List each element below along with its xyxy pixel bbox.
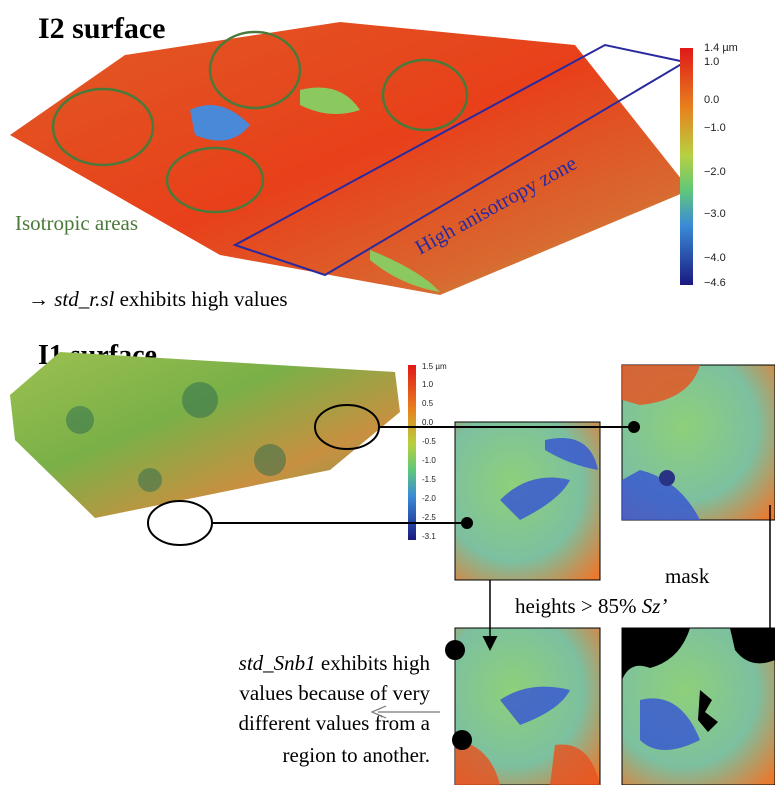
text: exhibits high values <box>120 287 288 311</box>
tile-low <box>659 470 675 486</box>
mask-area <box>698 690 718 732</box>
i1-colorbar <box>408 365 416 540</box>
colorbar-label: -2.0 <box>422 494 436 503</box>
colorbar-label: 1.0 <box>422 380 434 389</box>
variable: std_Snb1 <box>239 651 316 675</box>
i2-valley <box>300 87 360 114</box>
text: exhibits high <box>316 651 431 675</box>
i1-texture <box>254 444 286 476</box>
isotropic-circle <box>51 87 155 167</box>
tile-high <box>455 740 500 785</box>
tile-low <box>500 477 570 520</box>
tile-high <box>550 744 600 785</box>
colorbar-label: 0.0 <box>422 418 434 427</box>
conclusion-line: different values from a <box>239 711 431 735</box>
colorbar-label: −3.0 <box>704 208 726 220</box>
conclusion-line: std_Snb1 exhibits high <box>239 651 431 675</box>
i2-note: → std_r.sl exhibits high values <box>28 287 288 311</box>
i1-surface <box>10 352 400 518</box>
mask-area <box>445 640 465 660</box>
mask-label: mask <box>665 564 710 588</box>
hollow-arrow <box>370 705 440 719</box>
mask-area <box>452 730 472 750</box>
i2-valley <box>190 105 250 141</box>
i1-texture <box>138 468 162 492</box>
colorbar-label: −1.0 <box>704 122 726 134</box>
threshold-label: heights > 85% Sz’ <box>515 594 667 618</box>
tile-low <box>545 438 598 470</box>
colorbar-label: 1.0 <box>704 56 719 68</box>
variable: std_r.sl <box>54 287 114 311</box>
i2-colorbar <box>680 48 693 285</box>
i2-surface <box>10 22 690 295</box>
connector-dot <box>461 517 473 529</box>
i2-valley <box>370 250 440 292</box>
conclusion-line: values because of very <box>239 681 430 705</box>
isotropic-label: Isotropic areas <box>15 211 138 235</box>
isotropic-circle <box>165 146 265 214</box>
tile-low <box>640 698 700 750</box>
colorbar-label: −2.0 <box>704 166 726 178</box>
variable: Sz’ <box>642 594 668 618</box>
i1-texture <box>66 406 94 434</box>
text: heights > 85% <box>515 594 642 618</box>
colorbar-label: -0.5 <box>422 437 436 446</box>
i1-texture <box>182 382 218 418</box>
colorbar-label: −4.6 <box>704 277 726 289</box>
colorbar-label: 0.5 <box>422 399 434 408</box>
colorbar-label: -2.5 <box>422 513 436 522</box>
isotropic-circle <box>208 30 302 110</box>
colorbar-label: 1.4 µm <box>704 42 738 54</box>
region-circle <box>147 500 213 546</box>
tile-low <box>500 686 570 725</box>
colorbar-label: 1.5 µm <box>422 362 447 371</box>
conclusion-line: region to another. <box>282 743 430 767</box>
i2-title: I2 surface <box>38 12 165 45</box>
colorbar-label: −4.0 <box>704 252 726 264</box>
colorbar-label: 0.0 <box>704 94 719 106</box>
colorbar-label: -1.5 <box>422 475 436 484</box>
connector-dot <box>628 421 640 433</box>
isotropic-circle <box>381 58 469 132</box>
tile-low <box>622 470 700 520</box>
colorbar-label: -3.1 <box>422 532 436 541</box>
mask-area <box>622 628 690 680</box>
tile-high <box>622 365 700 405</box>
colorbar-label: -1.0 <box>422 456 436 465</box>
arrow: → <box>28 287 49 311</box>
